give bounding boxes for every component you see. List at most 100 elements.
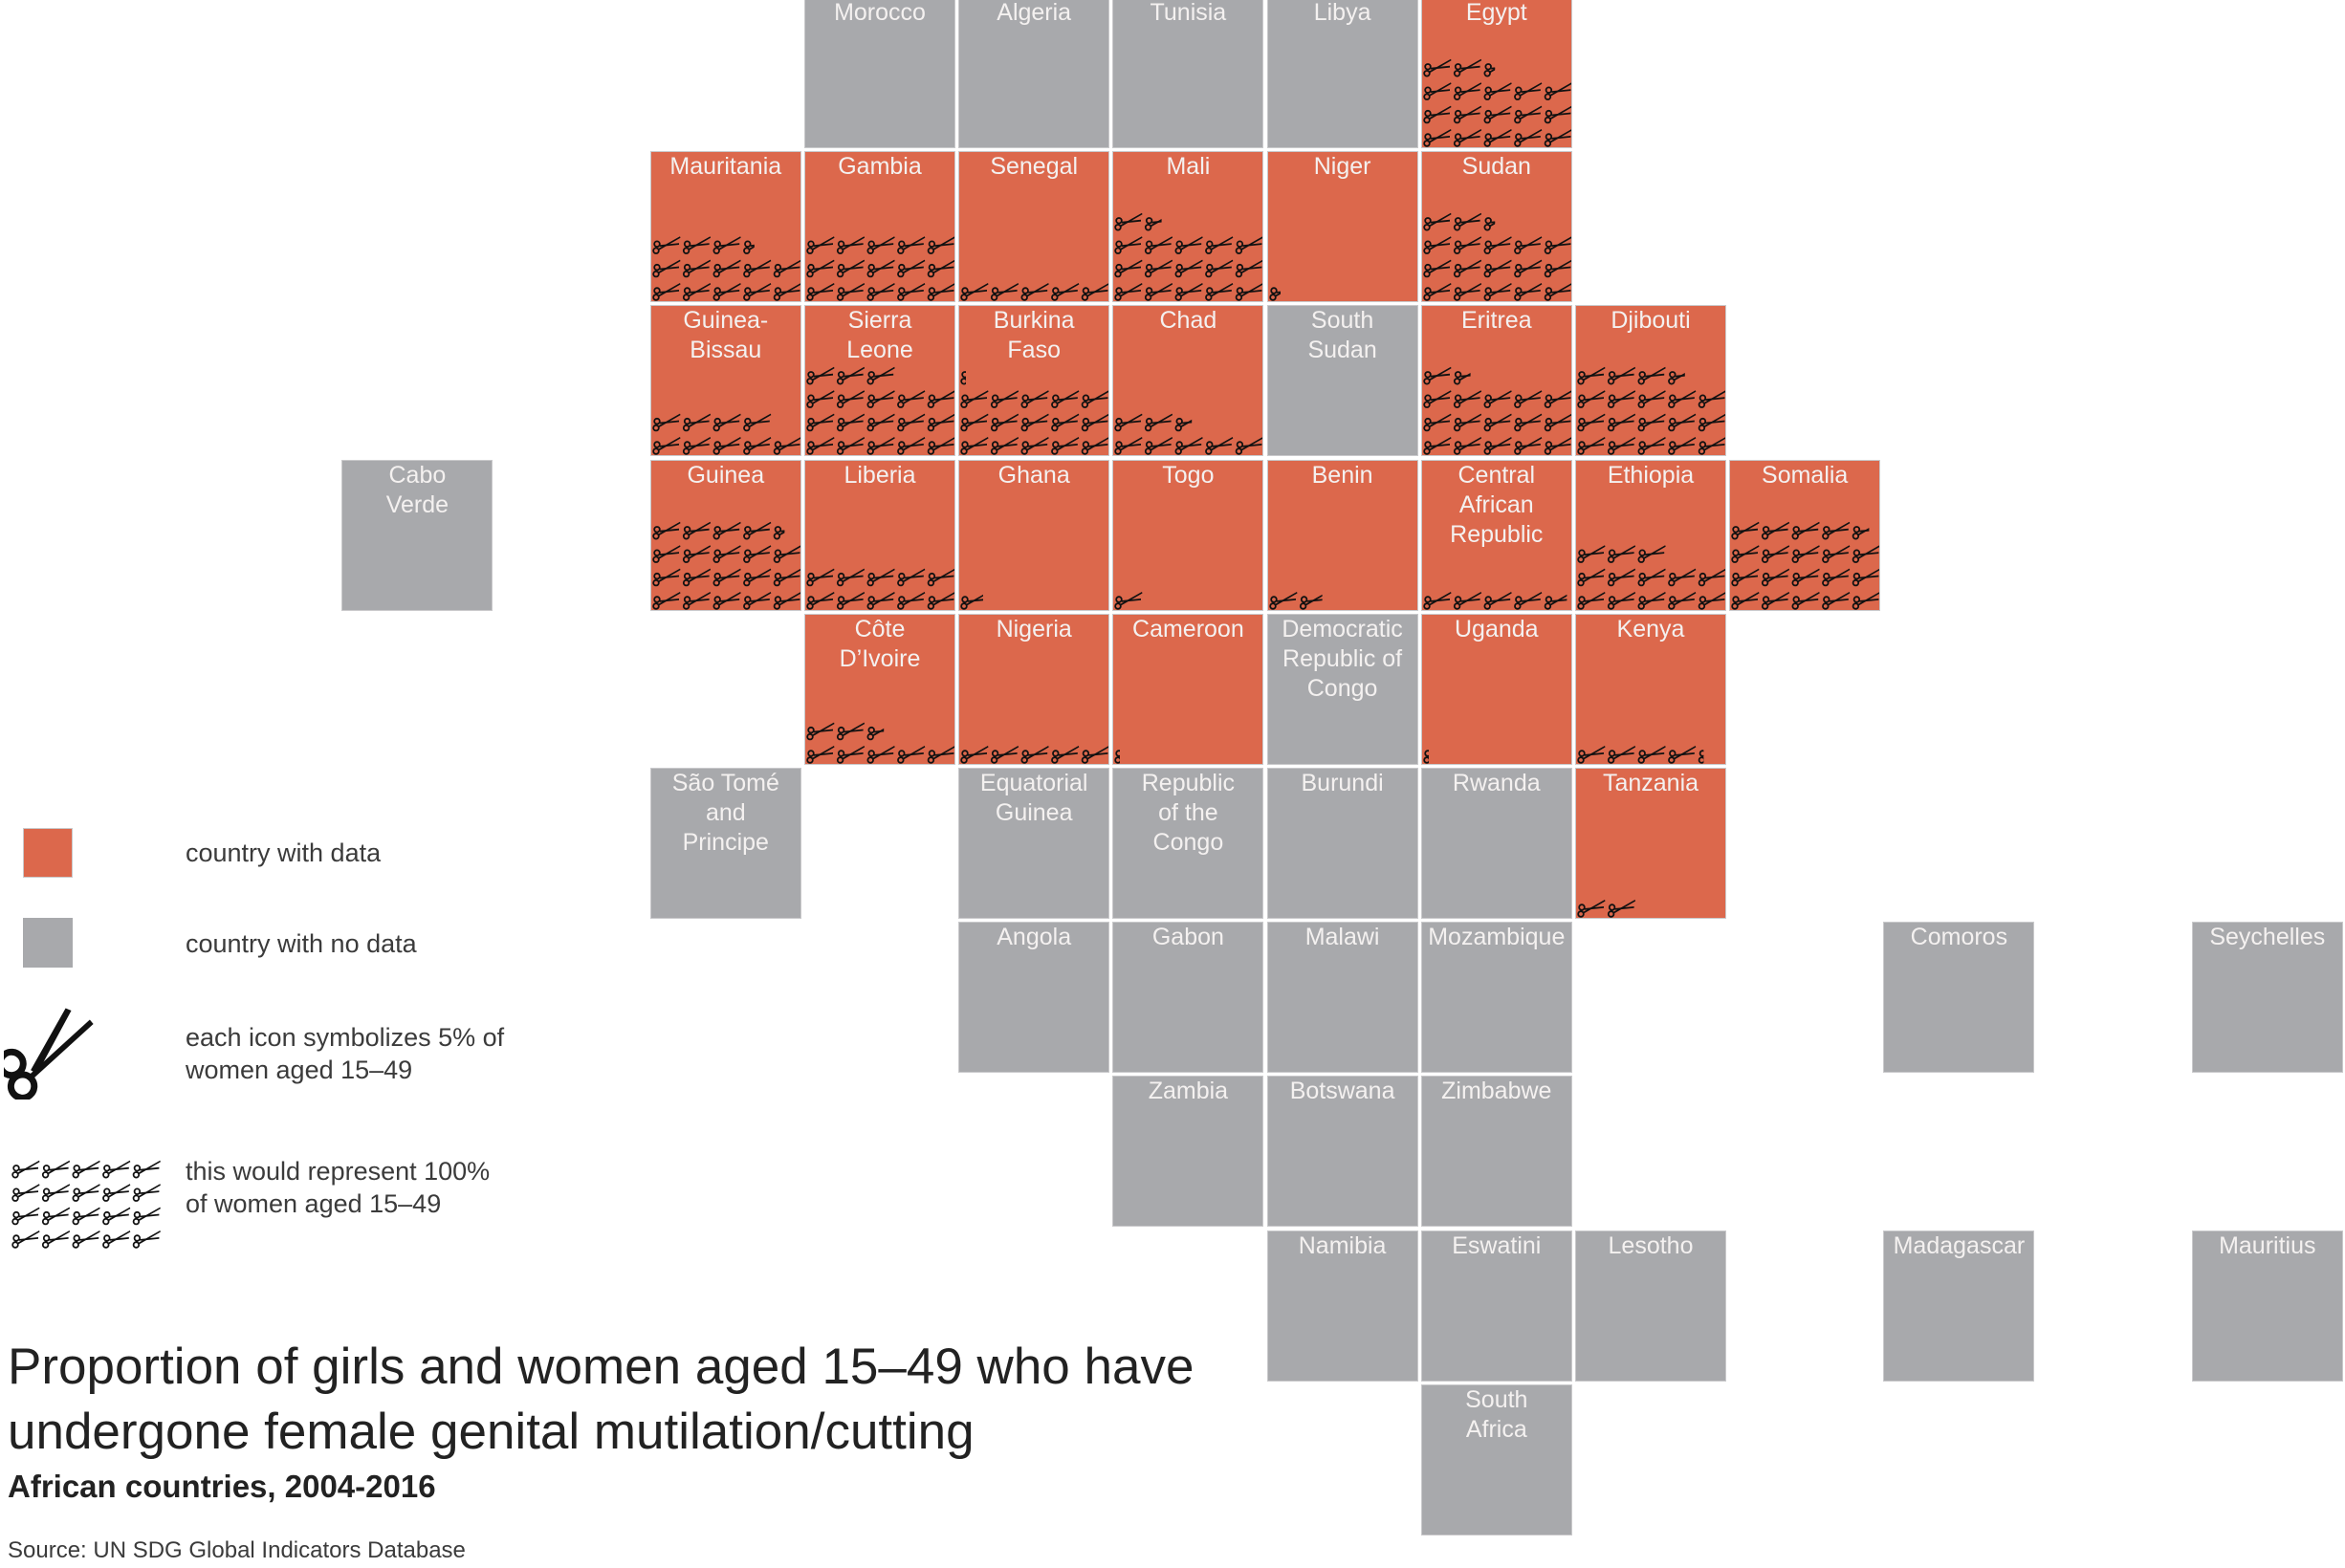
country-name: Tunisia [1150, 0, 1227, 26]
country-name: Central African Republic [1450, 461, 1544, 548]
guinea-scissors-icon-14 [773, 545, 800, 563]
legend-scissors-icon-10 [11, 1184, 40, 1202]
somalia-scissors-icon-13 [1822, 544, 1851, 563]
guinea-scissors-icon-17 [712, 521, 741, 540]
fgm-icons [806, 236, 954, 301]
country-name: South Sudan [1307, 307, 1377, 364]
gambia-scissors-icon-10 [806, 236, 835, 255]
sierra-leone-scissors-icon-11 [836, 390, 866, 409]
country-tile-gabon: Gabon [1112, 922, 1264, 1074]
country-tile-sudan: Sudan [1420, 151, 1572, 303]
mali-scissors-icon-6 [1145, 259, 1173, 278]
eritrea-scissors-icon-5 [1423, 413, 1452, 432]
country-name: Namibia [1298, 1231, 1387, 1259]
guinea-scissors-icon-6 [682, 568, 711, 586]
djibouti-scissors-icon-5 [1577, 413, 1606, 432]
sierra-leone-scissors-icon-13 [897, 390, 926, 409]
country-tile-democratic-republic-of-congo: Democratic Republic of Congo [1266, 613, 1418, 765]
country-name: Niger [1313, 153, 1371, 181]
country-name: Togo [1162, 461, 1215, 489]
country-name: Guinea- Bissau [683, 307, 769, 364]
gambia-scissors-icon-7 [866, 259, 895, 278]
mauritania-scissors-icon-10 [652, 236, 681, 255]
gambia-scissors-icon-6 [836, 259, 866, 278]
guinea-bissau-scissors-icon-7 [712, 413, 741, 432]
chad-scissors-icon-4 [1236, 437, 1263, 456]
country-tile-gambia: Gambia [804, 151, 955, 303]
somalia-scissors-icon-18 [1822, 521, 1851, 540]
guinea-bissau-scissors-icon-5 [652, 413, 681, 432]
country-name: Lesotho [1608, 1231, 1694, 1259]
country-tile-togo: Togo [1112, 459, 1264, 611]
eritrea-scissors-icon-2 [1483, 437, 1512, 456]
somalia-scissors-icon-1 [1762, 591, 1790, 610]
mauritania-scissors-icon-11 [682, 236, 711, 255]
ethiopia-scissors-icon-3 [1668, 591, 1697, 610]
guinea-scissors-icon-15 [652, 521, 681, 540]
djibouti-scissors-icon-6 [1607, 413, 1636, 432]
legend-scissors-icon-18 [102, 1160, 131, 1179]
liberia-scissors-icon-7 [866, 568, 895, 586]
gambia-scissors-icon-0 [806, 283, 835, 301]
country-name: Malawi [1304, 924, 1380, 951]
mauritania-scissors-icon-1 [682, 283, 711, 301]
gambia-scissors-icon-11 [836, 236, 866, 255]
country-tile-botswana: Botswana [1266, 1076, 1418, 1228]
eritrea-scissors-icon-16 [1453, 371, 1471, 385]
mali-scissors-icon-15 [1114, 212, 1143, 231]
nigeria-scissors-icon-3 [1051, 745, 1080, 764]
mali-scissors-icon-12 [1174, 236, 1204, 255]
liberia-scissors-icon-4 [927, 591, 954, 610]
mali-scissors-icon-3 [1205, 283, 1234, 301]
country-tile-chad: Chad [1112, 305, 1264, 457]
mali-scissors-icon-8 [1205, 259, 1234, 278]
legend-scissors-icon-14 [132, 1184, 161, 1202]
liberia-scissors-icon-2 [866, 591, 895, 610]
sierra-leone-scissors-icon-8 [897, 413, 926, 432]
legend-scissors-icon-15 [11, 1160, 40, 1179]
burkina-faso-scissors-icon-15 [960, 371, 967, 385]
country-name: Madagascar [1893, 1231, 2026, 1259]
legend-scissors-icon-2 [72, 1230, 100, 1249]
legend-scissors-icon-12 [72, 1184, 100, 1202]
country-tile-c-te-d-ivoire: Côte D’Ivoire [804, 613, 955, 765]
country-tile-sierra-leone: Sierra Leone [804, 305, 955, 457]
mali-scissors-icon-13 [1205, 236, 1234, 255]
guinea-scissors-icon-3 [742, 591, 772, 610]
fgm-icons [1577, 900, 1636, 918]
country-name: South Africa [1465, 1385, 1528, 1443]
country-tile-namibia: Namibia [1266, 1230, 1418, 1382]
burkina-faso-scissors-icon-6 [991, 413, 1019, 432]
country-name: Senegal [990, 153, 1079, 181]
cameroon-scissors-icon-0 [1114, 750, 1121, 764]
kenya-scissors-icon-4 [1698, 750, 1704, 764]
fgm-icons [1423, 591, 1567, 610]
djibouti-scissors-icon-9 [1698, 414, 1725, 432]
country-name: São Tomé and Principe [671, 770, 779, 856]
country-name: Ethiopia [1607, 461, 1695, 489]
egypt-scissors-icon-14 [1544, 82, 1571, 100]
chart-title: Proportion of girls and women aged 15–49… [8, 1339, 1194, 1460]
legend-swatch-nodata [23, 918, 73, 968]
fgm-icons [960, 594, 984, 610]
gambia-scissors-icon-5 [806, 259, 835, 278]
legend-scissors-icon-3 [102, 1230, 131, 1249]
country-tile-burundi: Burundi [1266, 768, 1418, 919]
burkina-faso-scissors-icon-3 [1051, 437, 1080, 456]
fgm-icons [806, 722, 954, 764]
fgm-icons [1423, 750, 1429, 764]
legend-label-data: country with data [186, 838, 382, 867]
country-tile-tunisia: Tunisia [1112, 0, 1264, 148]
legend-scissors-icon [4, 1008, 94, 1100]
togo-scissors-icon-0 [1114, 591, 1143, 610]
djibouti-scissors-icon-16 [1607, 367, 1636, 385]
sudan-scissors-icon-7 [1483, 259, 1512, 278]
country-name: Chad [1159, 307, 1217, 335]
country-tile-eritrea: Eritrea [1420, 305, 1572, 457]
benin-scissors-icon-1 [1299, 594, 1323, 610]
c-te-d-ivoire-scissors-icon-6 [836, 722, 866, 741]
egypt-scissors-icon-5 [1423, 105, 1452, 124]
eritrea-scissors-icon-1 [1453, 437, 1481, 456]
c-te-d-ivoire-scissors-icon-4 [927, 746, 954, 764]
chad-scissors-icon-5 [1114, 413, 1143, 432]
